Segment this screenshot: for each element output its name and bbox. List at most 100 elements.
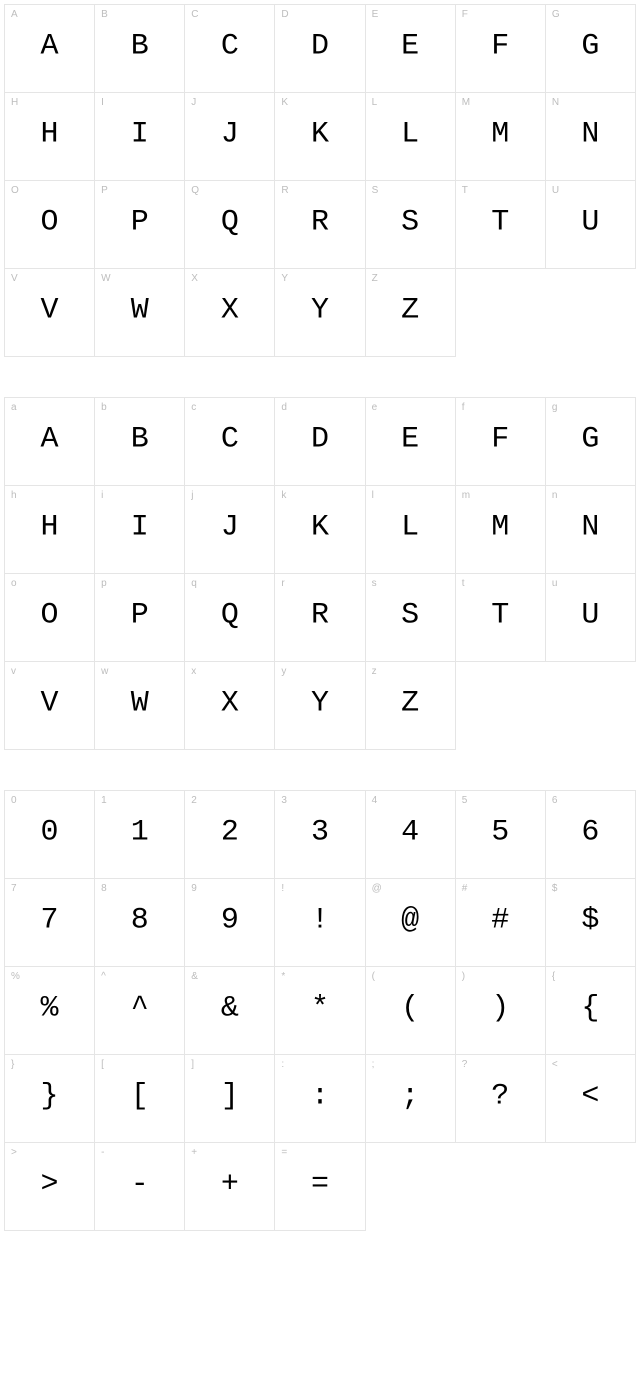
glyph-cell: @@ [366,879,456,967]
glyph-character: P [131,598,149,632]
glyph-cell: oO [5,574,95,662]
glyph-label: < [552,1059,558,1070]
glyph-cell: (( [366,967,456,1055]
glyph-label: c [191,402,196,413]
glyph-label: y [281,666,286,677]
glyph-cell: )) [456,967,546,1055]
glyph-character: $ [581,903,599,937]
glyph-label: ; [372,1059,375,1070]
glyph-label: a [11,402,17,413]
glyph-label: J [191,97,196,108]
glyph-character: ! [311,903,329,937]
glyph-label: R [281,185,288,196]
glyph-label: h [11,490,17,501]
glyph-cell: ^^ [95,967,185,1055]
glyph-label: L [372,97,378,108]
glyph-label: & [191,971,198,982]
glyph-character: [ [131,1079,149,1113]
empty-cell [546,269,636,357]
glyph-character: @ [401,903,419,937]
glyph-cell: }} [5,1055,95,1143]
glyph-label: x [191,666,196,677]
glyph-character: B [131,29,149,63]
glyph-cell: 00 [5,791,95,879]
glyph-cell: hH [5,486,95,574]
glyph-cell: dD [275,398,365,486]
glyph-grid: AABBCCDDEEFFGGHHIIJJKKLLMMNNOOPPQQRRSSTT… [4,4,636,357]
glyph-cell: MM [456,93,546,181]
glyph-character: W [131,293,149,327]
glyph-character: Q [221,598,239,632]
glyph-character: Z [401,686,419,720]
glyph-label: s [372,578,377,589]
glyph-character: = [311,1167,329,1201]
glyph-character: D [311,422,329,456]
glyph-cell: ** [275,967,365,1055]
glyph-cell: 55 [456,791,546,879]
glyph-character: J [221,117,239,151]
glyph-label: Q [191,185,199,196]
glyph-character: # [491,903,509,937]
glyph-character: 3 [311,815,329,849]
glyph-character: 2 [221,815,239,849]
glyph-label: Z [372,273,378,284]
glyph-character: T [491,205,509,239]
glyph-cell: !! [275,879,365,967]
glyph-label: $ [552,883,558,894]
glyph-character: Z [401,293,419,327]
glyph-character: C [221,422,239,456]
glyph-character: M [491,510,509,544]
glyph-label: m [462,490,470,501]
glyph-cell: ZZ [366,269,456,357]
glyph-cell: ++ [185,1143,275,1231]
glyph-character: W [131,686,149,720]
glyph-label: 5 [462,795,468,806]
glyph-cell: vV [5,662,95,750]
glyph-cell: rR [275,574,365,662]
glyph-label: t [462,578,465,589]
glyph-cell: RR [275,181,365,269]
glyph-label: 2 [191,795,197,806]
glyph-label: M [462,97,470,108]
glyph-cell: SS [366,181,456,269]
glyph-cell: cC [185,398,275,486]
glyph-character: N [581,510,599,544]
glyph-label: A [11,9,18,20]
glyph-character: { [581,991,599,1025]
glyph-character: M [491,117,509,151]
glyph-character: P [131,205,149,239]
glyph-cell: GG [546,5,636,93]
glyph-character: ( [401,991,419,1025]
glyph-label: N [552,97,559,108]
glyph-character: Y [311,293,329,327]
glyph-cell: qQ [185,574,275,662]
glyph-character: I [131,117,149,151]
glyph-label: I [101,97,104,108]
glyph-label: W [101,273,110,284]
glyph-label: V [11,273,18,284]
glyph-cell: eE [366,398,456,486]
glyph-character: ; [401,1079,419,1113]
glyph-character: H [41,117,59,151]
glyph-character: Q [221,205,239,239]
glyph-label: i [101,490,103,501]
glyph-cell: YY [275,269,365,357]
glyph-cell: ## [456,879,546,967]
glyph-character: G [581,422,599,456]
glyph-character: K [311,117,329,151]
glyph-character: J [221,510,239,544]
glyph-character: E [401,29,419,63]
glyph-label: % [11,971,20,982]
glyph-label: 0 [11,795,17,806]
glyph-cell: II [95,93,185,181]
empty-cell [456,269,546,357]
glyph-cell: >> [5,1143,95,1231]
glyph-label: F [462,9,468,20]
glyph-label: U [552,185,559,196]
empty-cell [546,1143,636,1231]
glyph-character: - [131,1167,149,1201]
glyph-character: G [581,29,599,63]
glyph-cell: kK [275,486,365,574]
glyph-cell: nN [546,486,636,574]
glyph-label: : [281,1059,284,1070]
